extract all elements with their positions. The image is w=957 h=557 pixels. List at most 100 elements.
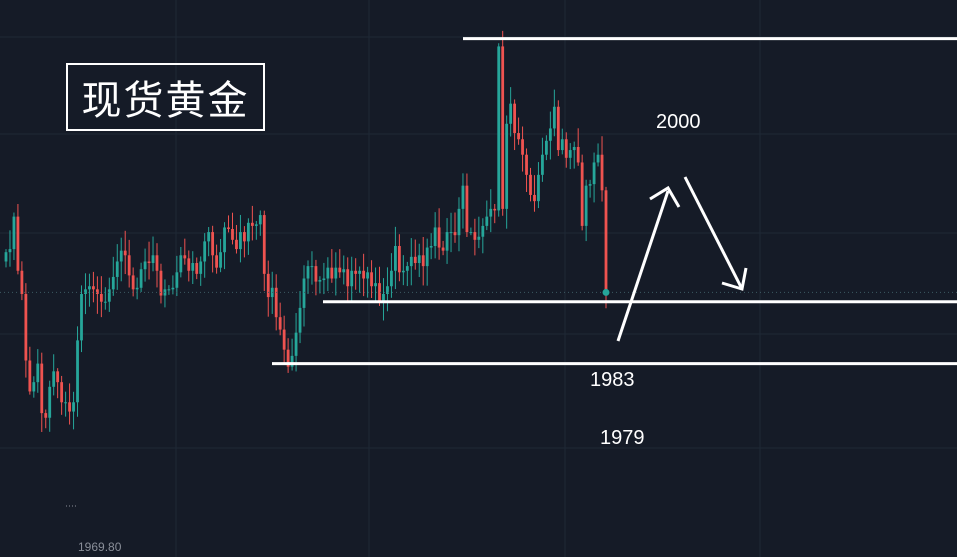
candle-body	[429, 246, 433, 248]
candle-body	[409, 256, 413, 267]
candle-body	[461, 185, 465, 209]
candle-body	[310, 266, 314, 268]
chart-title: 现货黄金	[66, 63, 265, 131]
candle-body	[413, 256, 417, 264]
candle-body	[143, 261, 147, 270]
candle-body	[564, 139, 568, 158]
candle-body	[568, 150, 572, 158]
candle-body	[552, 106, 556, 129]
candle-body	[390, 270, 393, 287]
candle-body	[262, 215, 266, 274]
candle-body	[155, 255, 159, 271]
candle-body	[473, 232, 477, 240]
candle-body	[366, 272, 369, 279]
candle-body	[501, 46, 505, 209]
candle-body	[417, 255, 421, 264]
candle-body	[68, 402, 71, 412]
candle-body	[239, 232, 242, 250]
candle-body	[187, 258, 191, 271]
candle-body	[421, 255, 425, 267]
candle-body	[36, 363, 40, 383]
candle-body	[449, 232, 453, 234]
candle-body	[600, 154, 604, 191]
candle-body	[405, 266, 409, 271]
candle-body	[123, 250, 127, 256]
candle-body	[131, 275, 135, 290]
candle-body	[465, 185, 469, 233]
candle-body	[493, 208, 497, 211]
candle-body	[219, 252, 222, 268]
candle-body	[306, 266, 310, 279]
candle-body	[318, 280, 322, 282]
candle-body	[84, 289, 87, 294]
candle-body	[32, 382, 36, 392]
candle-body	[556, 106, 560, 151]
candle-body	[12, 216, 16, 250]
candle-body	[235, 239, 238, 250]
candle-body	[386, 286, 389, 294]
candle-body	[544, 140, 548, 155]
candle-body	[231, 228, 234, 240]
candle-body	[537, 174, 540, 202]
candle-body	[338, 267, 342, 273]
candle-body	[199, 261, 203, 274]
candle-body	[88, 286, 91, 290]
candle-body	[378, 283, 381, 302]
candle-body	[167, 289, 171, 291]
price-level-lines	[272, 37, 957, 366]
level-label-1979: 1979	[600, 427, 645, 449]
candle-body	[207, 232, 211, 242]
candle-body	[286, 349, 290, 367]
candle-body	[76, 340, 79, 403]
candle-body	[302, 278, 306, 308]
candle-body	[24, 293, 28, 361]
candle-body	[572, 146, 576, 151]
candle-body	[4, 252, 8, 262]
candle-body	[111, 276, 115, 290]
candle-body	[485, 216, 489, 226]
candle-body	[127, 255, 131, 276]
candle-body	[445, 232, 449, 251]
candle-body	[576, 146, 580, 163]
candle-body	[243, 232, 246, 242]
candle-body	[433, 227, 437, 247]
candle-body	[92, 286, 95, 290]
candle-body	[580, 162, 584, 226]
candle-body	[541, 154, 544, 175]
candle-body	[151, 255, 155, 264]
candle-body	[183, 255, 187, 259]
candle-body	[139, 269, 143, 288]
candle-body	[354, 270, 358, 274]
candle-body	[350, 270, 354, 287]
candle-body	[374, 283, 377, 287]
arrow-down-head	[721, 267, 748, 291]
candle-body	[397, 246, 401, 273]
candle-body	[425, 247, 429, 267]
candle-body	[223, 227, 226, 253]
candle-body	[254, 224, 258, 226]
candle-body	[266, 273, 270, 298]
candle-body	[250, 222, 254, 226]
candle-body	[80, 293, 83, 341]
candle-body	[584, 185, 588, 226]
candle-body	[441, 247, 445, 251]
candle-body	[60, 382, 64, 403]
candle-body	[246, 222, 250, 242]
arrow-up-shaft	[616, 190, 670, 342]
candle-body	[56, 371, 60, 383]
candle-body	[489, 208, 493, 217]
candle-body	[314, 266, 318, 282]
candle-body	[227, 227, 230, 229]
candle-body	[290, 355, 294, 367]
candle-body	[362, 270, 366, 279]
candle-body	[477, 236, 481, 240]
candle-body	[548, 128, 552, 141]
candle-body	[147, 261, 151, 264]
candle-body	[358, 270, 362, 274]
candle-body	[453, 232, 457, 236]
candle-body	[513, 103, 517, 134]
candle-body	[72, 402, 75, 412]
candle-body	[592, 162, 596, 185]
candle-body	[560, 139, 564, 151]
